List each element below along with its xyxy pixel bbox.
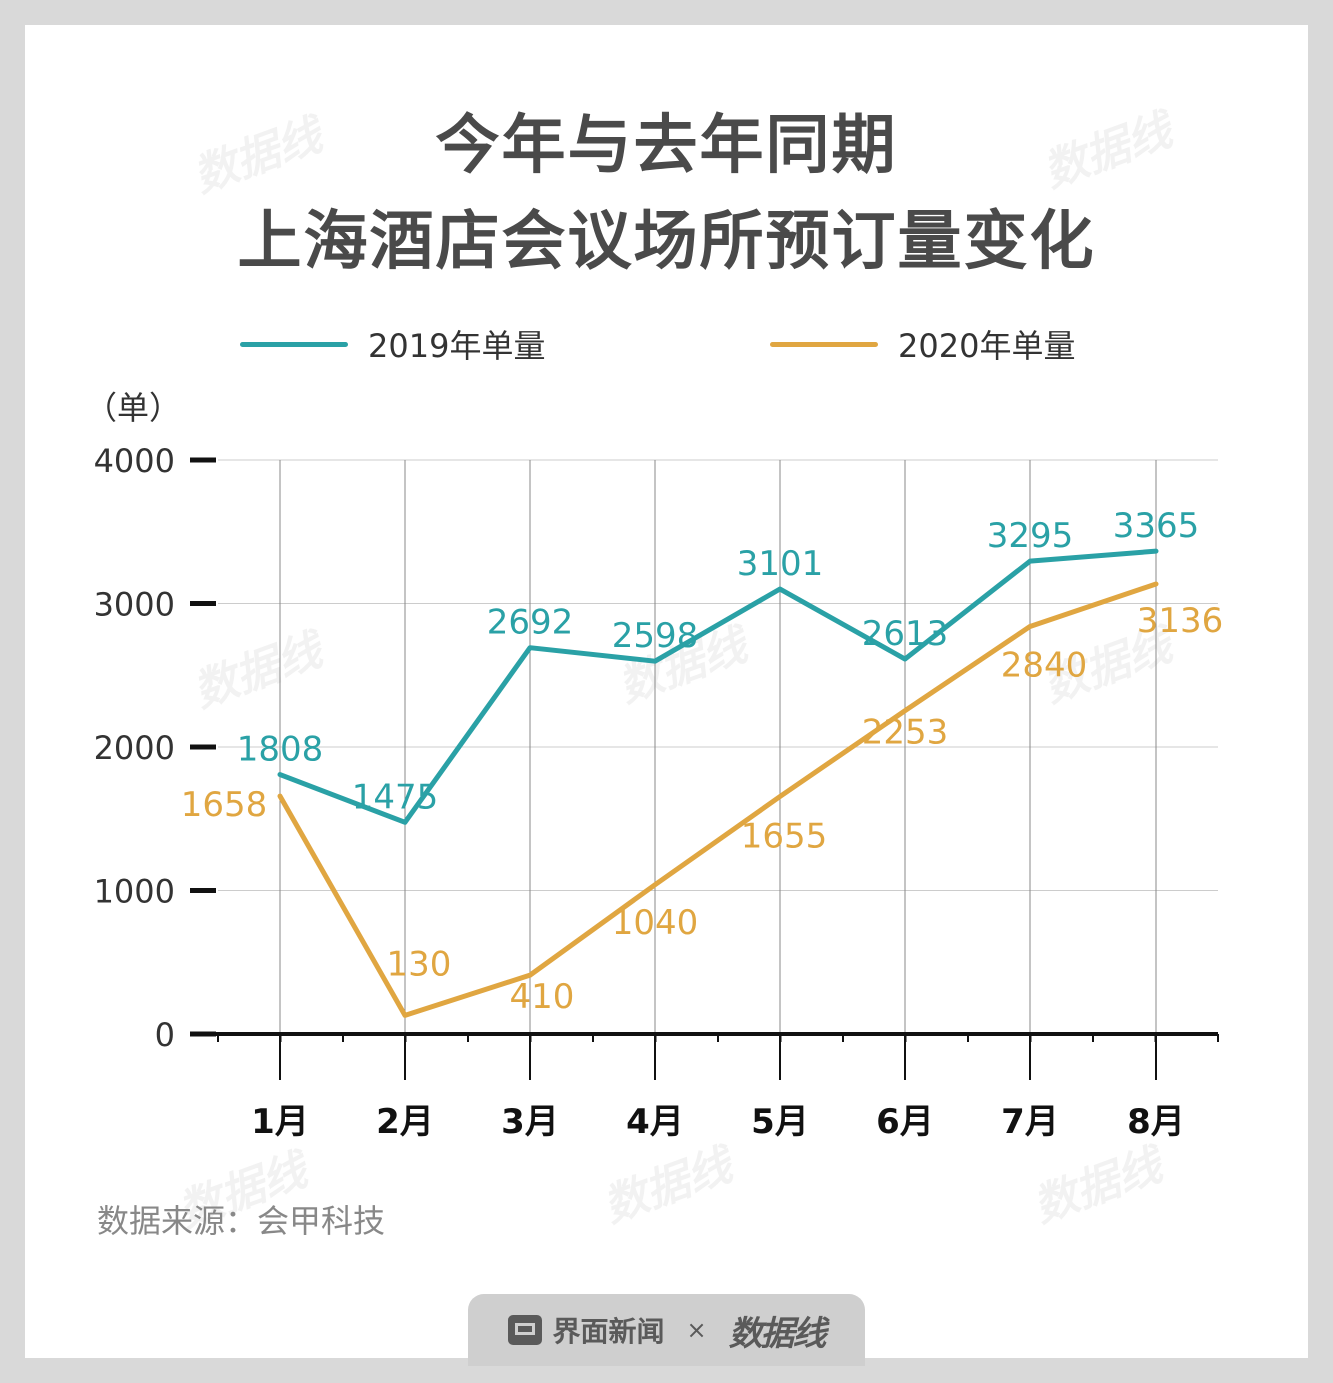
jiemian-logo-icon xyxy=(508,1315,543,1345)
x-tick-label: 5月 xyxy=(751,1102,809,1142)
chart-title-line1: 今年与去年同期 xyxy=(435,109,898,183)
data-label-2019: 1475 xyxy=(352,777,439,817)
series-line-2020 xyxy=(277,581,1159,1018)
x-tick-label: 6月 xyxy=(876,1102,934,1142)
data-label-2020: 1658 xyxy=(181,785,268,825)
data-label-2020: 1040 xyxy=(612,903,699,943)
y-tick-label: 1000 xyxy=(94,873,175,911)
data-label-2019: 2598 xyxy=(612,616,699,656)
legend-swatch-2019 xyxy=(240,341,348,347)
data-label-2019: 2613 xyxy=(862,614,949,654)
series-line-2019 xyxy=(277,548,1159,825)
y-tick-label: 3000 xyxy=(94,586,175,624)
data-source: 数据来源：会甲科技 xyxy=(97,1202,386,1240)
data-label-2020: 2840 xyxy=(1001,645,1088,685)
data-label-2019: 3365 xyxy=(1113,506,1200,546)
data-label-2019: 2692 xyxy=(487,603,574,643)
legend-swatch-2020 xyxy=(770,341,878,347)
data-label-2020: 130 xyxy=(387,944,452,984)
legend-item-2020: 2020年单量 xyxy=(770,318,1075,370)
legend-item-2019: 2019年单量 xyxy=(240,318,545,370)
x-tick-label: 1月 xyxy=(251,1102,309,1142)
data-label-2020: 3136 xyxy=(1137,601,1224,641)
chart-title-line2: 上海酒店会议场所预订量变化 xyxy=(237,205,1096,279)
x-tick-label: 7月 xyxy=(1001,1102,1059,1142)
x-tick-label: 3月 xyxy=(501,1102,559,1142)
data-label-2019: 3101 xyxy=(737,544,824,584)
footer-badge: 界面新闻 × 数据线 xyxy=(468,1294,865,1366)
data-label-2020: 2253 xyxy=(862,713,949,753)
brand-name: 界面新闻 xyxy=(552,1315,665,1348)
x-tick-label: 2月 xyxy=(376,1102,434,1142)
legend-label-2019: 2019年单量 xyxy=(368,327,546,365)
partner-logo: 数据线 xyxy=(728,1313,827,1354)
data-label-2020: 410 xyxy=(510,977,575,1017)
y-tick-label: 4000 xyxy=(94,442,175,480)
legend-label-2020: 2020年单量 xyxy=(898,327,1076,365)
times-symbol: × xyxy=(686,1316,707,1344)
x-tick-label: 8月 xyxy=(1127,1102,1185,1142)
y-axis-unit-label: （单） xyxy=(85,389,182,427)
y-tick-label: 0 xyxy=(155,1016,175,1054)
y-tick-label: 2000 xyxy=(94,729,175,767)
data-label-2020: 1655 xyxy=(741,817,828,857)
data-label-2019: 3295 xyxy=(987,516,1074,556)
x-tick-label: 4月 xyxy=(626,1102,684,1142)
chart-card xyxy=(25,25,1308,1358)
data-label-2019: 1808 xyxy=(237,730,324,770)
